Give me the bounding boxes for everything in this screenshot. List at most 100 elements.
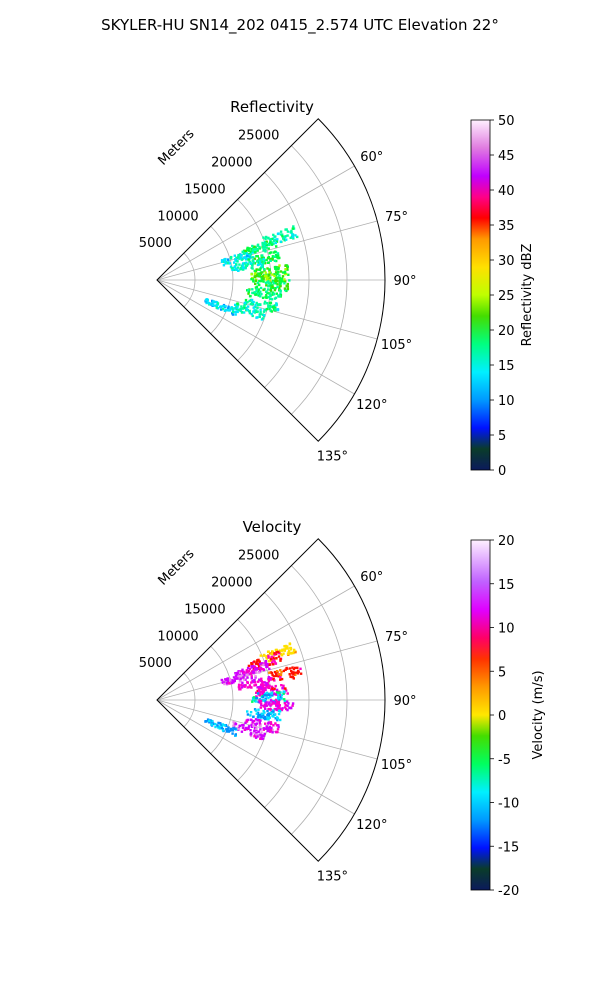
angle-tick-label: 75° bbox=[385, 630, 408, 645]
echo-cell bbox=[255, 712, 258, 715]
colorbar-ticks: -20 -15 -10 -5 0 5 10 15 20 bbox=[490, 534, 519, 899]
echo-cell bbox=[239, 266, 242, 270]
echo-cell bbox=[281, 280, 285, 283]
echo-cell bbox=[229, 678, 232, 681]
echo-cell bbox=[232, 676, 236, 679]
echo-cell bbox=[279, 696, 282, 699]
reflectivity-colorbar: 0 5 10 15 20 25 30 35 40 45 50 Reflectivity dBZ bbox=[470, 114, 535, 479]
echo-cell bbox=[247, 258, 250, 261]
echo-cell bbox=[234, 258, 237, 261]
echo-cell bbox=[226, 677, 229, 680]
echo-cell bbox=[277, 267, 280, 270]
echo-cell bbox=[265, 243, 268, 247]
echo-cell bbox=[233, 268, 236, 271]
echo-cell bbox=[254, 671, 258, 674]
grid-spoke bbox=[156, 699, 355, 815]
echo-cell bbox=[275, 648, 278, 652]
echo-cell bbox=[277, 712, 281, 716]
echo-cell bbox=[278, 693, 281, 696]
echo-cell bbox=[273, 240, 276, 243]
echo-cell bbox=[268, 684, 271, 688]
echo-cell bbox=[244, 721, 247, 725]
echo-cell bbox=[214, 300, 217, 304]
echo-cell bbox=[250, 675, 253, 678]
echo-cell bbox=[256, 249, 259, 252]
echo-cell bbox=[255, 255, 258, 258]
echo-cell bbox=[263, 274, 267, 277]
echo-cell bbox=[279, 284, 282, 288]
echo-cell bbox=[249, 729, 252, 732]
reflectivity-panel: Reflectivity 5000 10000 15000 20000 25000 60… bbox=[139, 98, 535, 479]
echo-cell bbox=[282, 669, 285, 673]
echo-cell bbox=[271, 687, 274, 690]
echo-cell bbox=[253, 729, 256, 733]
echo-cell bbox=[234, 722, 237, 725]
echo-cell bbox=[244, 307, 247, 310]
echo-cell bbox=[240, 311, 244, 314]
echo-cell bbox=[261, 296, 265, 299]
echo-cell bbox=[277, 254, 280, 257]
echo-cell bbox=[240, 686, 244, 689]
angle-tick-label: 120° bbox=[356, 398, 387, 413]
radial-axis-label: Meters bbox=[156, 546, 198, 588]
echo-cell bbox=[244, 298, 248, 302]
echo-cell bbox=[284, 644, 288, 648]
colorbar-tick-label: 15 bbox=[498, 359, 515, 374]
echo-cell bbox=[230, 306, 233, 309]
echo-cell bbox=[221, 729, 225, 732]
echo-cell bbox=[247, 290, 250, 293]
echo-cell bbox=[281, 648, 284, 651]
echo-cell bbox=[270, 712, 273, 715]
echo-cell bbox=[241, 250, 244, 253]
echo-cell bbox=[259, 303, 262, 307]
echo-cell bbox=[233, 254, 236, 257]
grid-spoke bbox=[156, 279, 355, 395]
colorbar-gradient bbox=[470, 119, 491, 471]
echo-cell bbox=[245, 669, 249, 672]
angle-tick-label: 60° bbox=[360, 150, 383, 165]
echo-cell bbox=[270, 685, 274, 688]
echo-cell bbox=[221, 681, 224, 684]
echo-cell bbox=[273, 670, 277, 674]
echo-cell bbox=[255, 278, 258, 281]
echo-cell bbox=[282, 692, 285, 695]
echo-cell bbox=[269, 241, 272, 244]
echo-cell bbox=[246, 670, 249, 674]
echo-cell bbox=[289, 675, 292, 678]
sector-frame bbox=[156, 538, 386, 862]
echo-cell bbox=[226, 258, 230, 261]
echo-cell bbox=[264, 242, 268, 245]
echo-cell bbox=[289, 236, 292, 239]
echo-cell bbox=[262, 668, 265, 671]
echo-cell bbox=[270, 677, 273, 680]
echo-cell bbox=[241, 264, 244, 268]
echo-cell bbox=[257, 303, 260, 306]
echo-cell bbox=[253, 273, 257, 276]
echo-cell bbox=[279, 678, 282, 681]
echo-cell bbox=[234, 672, 237, 675]
echo-cell bbox=[258, 694, 262, 697]
echo-cell bbox=[281, 687, 284, 690]
echo-cell bbox=[256, 719, 259, 722]
echo-cell bbox=[251, 267, 254, 270]
echo-cell bbox=[270, 243, 273, 246]
echo-cell bbox=[265, 701, 268, 704]
echo-cell bbox=[276, 705, 279, 708]
echo-cell bbox=[265, 246, 268, 249]
radial-tick-label: 25000 bbox=[238, 129, 279, 144]
echo-cell bbox=[217, 721, 220, 725]
echo-cell bbox=[262, 709, 265, 713]
echo-cell bbox=[237, 253, 240, 257]
echo-cell bbox=[216, 307, 220, 310]
echo-cell bbox=[265, 235, 268, 239]
echo-cell bbox=[256, 290, 259, 293]
echo-cell bbox=[253, 727, 257, 730]
echo-cell bbox=[229, 728, 232, 731]
echo-cell bbox=[278, 691, 281, 694]
echo-cell bbox=[242, 678, 246, 681]
echo-cell bbox=[218, 725, 221, 728]
echo-cell bbox=[253, 684, 256, 687]
echo-cell bbox=[230, 679, 233, 682]
echo-cell bbox=[266, 662, 269, 666]
echo-cell bbox=[267, 728, 271, 732]
